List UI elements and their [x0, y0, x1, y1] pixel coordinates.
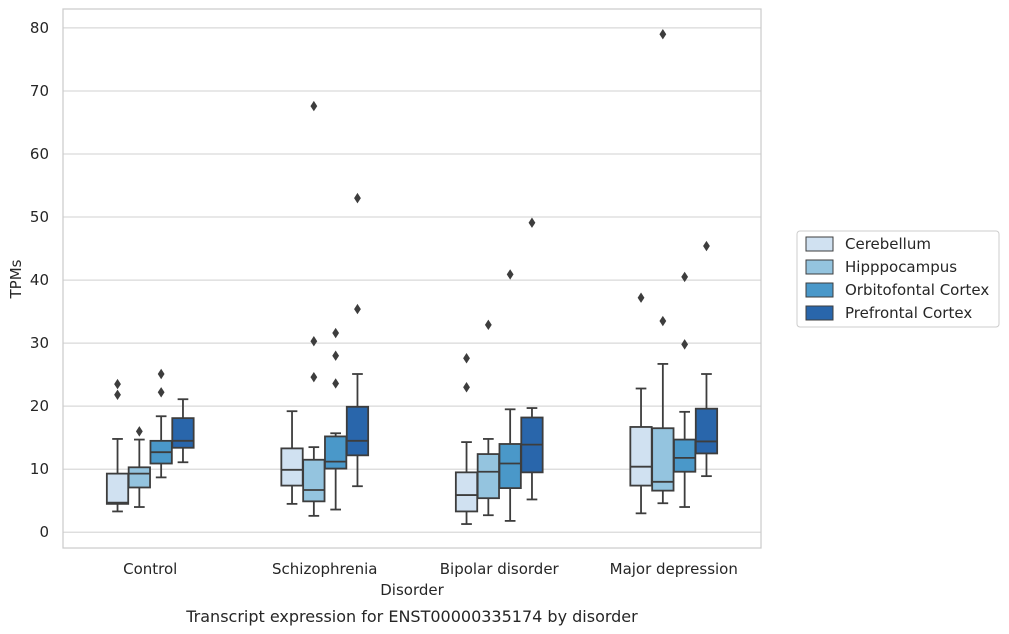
- chart-caption: Transcript expression for ENST0000033517…: [185, 607, 638, 626]
- legend-swatch: [805, 259, 834, 275]
- box-group: [127, 426, 151, 508]
- legend: Cerebellum Hipppocampus Orbitofontal Corte…: [796, 230, 1000, 328]
- y-tick-label: 10: [30, 460, 49, 478]
- outlier-point: [506, 269, 514, 280]
- y-tick-label: 50: [30, 208, 49, 226]
- box: [324, 435, 348, 470]
- outlier-point: [332, 327, 340, 339]
- outlier-point: [114, 389, 121, 401]
- outlier-point: [659, 29, 667, 40]
- box: [694, 407, 719, 455]
- outlier-point: [310, 336, 318, 347]
- outlier-point: [637, 292, 645, 303]
- box: [673, 438, 697, 473]
- box-group: [629, 292, 653, 515]
- outlier-point: [332, 378, 340, 389]
- outlier-point: [528, 217, 536, 228]
- y-tick-label: 70: [30, 82, 49, 100]
- y-axis-label: TPMs: [7, 259, 25, 299]
- outlier-point: [310, 100, 318, 112]
- series-prefrontal-cortex: [171, 192, 719, 501]
- outlier-point: [703, 240, 710, 252]
- outlier-point: [463, 353, 470, 364]
- x-tick-label: Bipolar disorder: [440, 560, 560, 578]
- legend-label: Hipppocampus: [845, 258, 957, 276]
- box: [345, 405, 370, 457]
- box: [476, 453, 500, 500]
- box-group: [498, 269, 522, 522]
- legend-swatch: [805, 236, 834, 252]
- box-group: [651, 29, 675, 505]
- y-tick-labels: 0 10 20 30 40 50 60 70 80: [30, 19, 49, 541]
- outlier-point: [354, 192, 361, 204]
- outlier-point: [157, 368, 165, 380]
- outlier-point: [310, 371, 318, 383]
- box-group: [673, 271, 697, 508]
- box-group: [694, 240, 719, 478]
- outlier-point: [135, 426, 143, 437]
- box-group: [302, 100, 326, 517]
- y-tick-label: 0: [39, 523, 49, 541]
- box: [498, 443, 522, 490]
- y-tick-label: 60: [30, 145, 49, 163]
- box: [454, 471, 479, 513]
- box-group: [324, 327, 348, 511]
- legend-label: Cerebellum: [845, 235, 931, 253]
- box: [127, 466, 151, 489]
- y-tick-label: 30: [30, 334, 49, 352]
- legend-label: Prefrontal Cortex: [845, 304, 972, 322]
- box: [171, 417, 195, 449]
- box-group: [149, 368, 173, 479]
- box: [629, 426, 653, 487]
- y-tick-label: 20: [30, 397, 49, 415]
- box-group: [454, 353, 479, 525]
- box-group: [171, 398, 195, 464]
- outlier-point: [354, 303, 361, 315]
- x-tick-labels: Control Schizophrenia Bipolar disorder Majo…: [123, 560, 738, 578]
- legend-swatch: [805, 305, 834, 321]
- x-tick-label: Schizophrenia: [272, 560, 377, 578]
- grid-lines: [63, 27, 761, 533]
- series-cerebellum: [105, 292, 653, 525]
- box-group: [476, 319, 500, 517]
- box-group: [105, 378, 130, 513]
- outlier-point: [114, 378, 121, 390]
- outlier-point: [484, 319, 492, 331]
- box-group: [520, 217, 544, 501]
- box-group: [345, 192, 370, 488]
- x-axis-label: Disorder: [380, 581, 444, 599]
- series-hipppocampus: [127, 29, 675, 517]
- plot-frame: [62, 8, 762, 549]
- outlier-point: [681, 271, 689, 283]
- legend-label: Orbitofontal Cortex: [845, 281, 989, 299]
- box: [302, 458, 326, 503]
- series-orbitofontal-cortex: [149, 269, 697, 522]
- x-tick-label: Major depression: [610, 560, 738, 578]
- legend-frame: [796, 230, 1000, 328]
- box: [105, 472, 130, 505]
- x-tick-label: Control: [123, 560, 177, 578]
- y-tick-label: 40: [30, 271, 49, 289]
- boxplot-marks: [105, 29, 719, 525]
- outlier-point: [681, 339, 689, 350]
- outlier-point: [332, 350, 340, 361]
- legend-swatch: [805, 282, 834, 298]
- outlier-point: [157, 387, 165, 398]
- y-tick-label: 80: [30, 19, 49, 37]
- box-group: [280, 410, 304, 505]
- outlier-point: [463, 382, 470, 393]
- box: [280, 447, 304, 487]
- outlier-point: [659, 315, 667, 327]
